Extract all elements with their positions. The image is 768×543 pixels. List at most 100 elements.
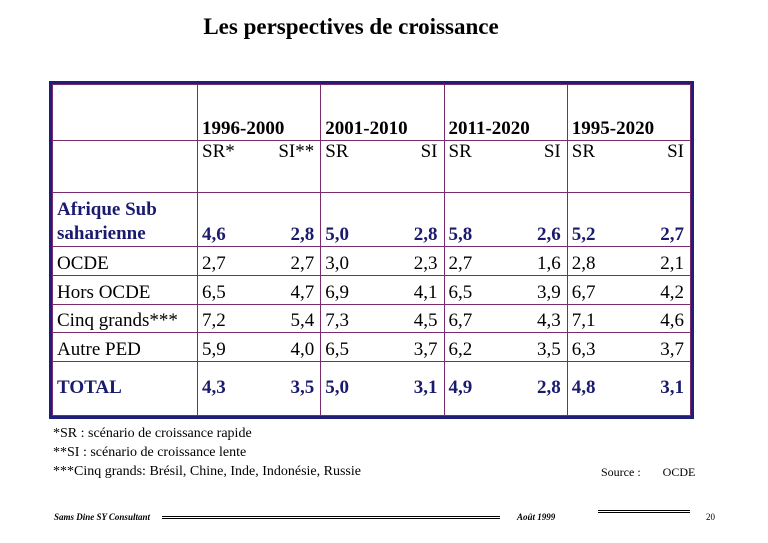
row-label: OCDE [52,246,198,276]
value-cell: 6,7 4,2 [566,274,692,305]
si-value: 4,1 [413,281,438,303]
si-label: SI [667,141,684,163]
si-label: SI [543,141,561,163]
value-cell: 6,3 3,7 [566,332,692,362]
si-value: 4,7 [290,281,315,303]
scenario-header: SR SI [320,140,445,194]
si-value: 4,3 [537,310,561,332]
empty-corner [52,83,198,142]
period-header: 1995-2020 [566,83,692,142]
value-cell: 6,5 3,7 [320,332,445,362]
si-value: 1,6 [537,252,561,274]
scenario-header: SR SI [566,140,692,194]
row-label: Autre PED [52,332,198,362]
value-cell: 4,6 2,8 [196,192,322,248]
footer-divider [598,510,690,513]
value-cell: 4,9 2,8 [443,360,568,417]
sr-value: 6,5 [325,338,349,360]
si-value: 3,7 [413,338,438,360]
value-cell: 5,0 2,8 [320,192,445,248]
value-cell: 2,7 2,7 [196,246,322,276]
period-header: 2001-2010 [320,83,445,142]
sr-value: 5,9 [202,338,226,360]
table-row: Afrique Sub saharienne 4,6 2,8 5,0 2,8 5,8… [52,192,692,248]
sr-value: 6,7 [448,310,473,332]
si-value: 2,8 [537,377,561,399]
si-value: 2,8 [413,224,438,246]
page-number: 20 [706,512,715,522]
sr-value: 5,0 [325,224,349,246]
si-value: 2,8 [290,224,315,246]
si-value: 5,4 [290,310,315,332]
value-cell: 4,8 3,1 [566,360,692,417]
period-header: 1996-2000 [196,83,322,142]
si-value: 3,5 [537,338,561,360]
sr-value: 2,7 [448,252,473,274]
table-row: Cinq grands*** 7,2 5,4 7,3 4,5 6,7 4,3 7,1 4… [52,303,692,334]
footer-author: Sams Dine SY Consultant [54,512,150,522]
sr-value: 5,2 [571,224,596,246]
si-value: 2,7 [660,224,684,246]
sr-value: 6,5 [448,281,473,303]
si-value: 4,2 [660,281,684,303]
footnote: **SI : scénario de croissance lente [53,445,247,460]
sr-value: 7,1 [571,310,596,332]
sr-value: 3,0 [325,252,349,274]
value-cell: 5,9 4,0 [196,332,322,362]
sr-value: 6,7 [571,281,596,303]
source-note: Source : OCDE [601,465,695,480]
si-value: 2,1 [660,252,684,274]
value-cell: 6,7 4,3 [443,303,568,334]
sr-value: 4,8 [571,377,596,399]
sr-value: 5,8 [448,224,473,246]
sr-value: 6,5 [202,281,226,303]
value-cell: 7,2 5,4 [196,303,322,334]
footer-date: Août 1999 [517,512,556,522]
row-label: Afrique Sub saharienne [52,192,198,248]
si-value: 3,9 [537,281,561,303]
value-cell: 2,7 1,6 [443,246,568,276]
si-value: 4,6 [660,310,684,332]
period-header: 2011-2020 [443,83,568,142]
value-cell: 2,8 2,1 [566,246,692,276]
empty-corner [52,140,198,194]
footnotes: *SR : scénario de croissance rapide **SI… [53,424,361,481]
growth-table: 1996-2000 2001-2010 2011-2020 1995-2020 … [49,81,694,419]
sr-value: 2,7 [202,252,226,274]
table-row: OCDE 2,7 2,7 3,0 2,3 2,7 1,6 2,8 2,1 [52,246,692,276]
sr-value: 6,9 [325,281,349,303]
sr-label: SR [325,141,349,163]
sr-value: 7,3 [325,310,349,332]
si-value: 3,1 [413,377,438,399]
sr-label: SR* [202,141,235,163]
sr-value: 5,0 [325,377,349,399]
footnote: *SR : scénario de croissance rapide [53,426,252,441]
value-cell: 7,3 4,5 [320,303,445,334]
row-label: Hors OCDE [52,274,198,305]
table-row: Hors OCDE 6,5 4,7 6,9 4,1 6,5 3,9 6,7 4,2 [52,274,692,305]
value-cell: 4,3 3,5 [196,360,322,417]
si-value: 3,7 [660,338,684,360]
sr-value: 6,3 [571,338,596,360]
value-cell: 6,5 3,9 [443,274,568,305]
value-cell: 6,9 4,1 [320,274,445,305]
sr-value: 4,3 [202,377,226,399]
sr-value: 4,6 [202,224,226,246]
footnote: ***Cinq grands: Brésil, Chine, Inde, Ind… [53,464,361,479]
sr-label: SR [571,141,595,163]
value-cell: 3,0 2,3 [320,246,445,276]
si-value: 2,6 [537,224,561,246]
scenario-header: SR* SI** [196,140,322,194]
value-cell: 5,8 2,6 [443,192,568,248]
scenario-header: SR SI [443,140,568,194]
row-label: Cinq grands*** [52,303,198,334]
total-row: TOTAL 4,3 3,5 5,0 3,1 4,9 2,8 4,8 3,1 [52,360,692,417]
si-value: 4,5 [413,310,438,332]
si-value: 2,7 [290,252,315,274]
value-cell: 5,0 3,1 [320,360,445,417]
sr-label: SR [448,141,472,163]
footer-divider [162,516,500,519]
source-label: Source : [601,465,641,479]
value-cell: 6,5 4,7 [196,274,322,305]
table-row: Autre PED 5,9 4,0 6,5 3,7 6,2 3,5 6,3 3,7 [52,332,692,362]
